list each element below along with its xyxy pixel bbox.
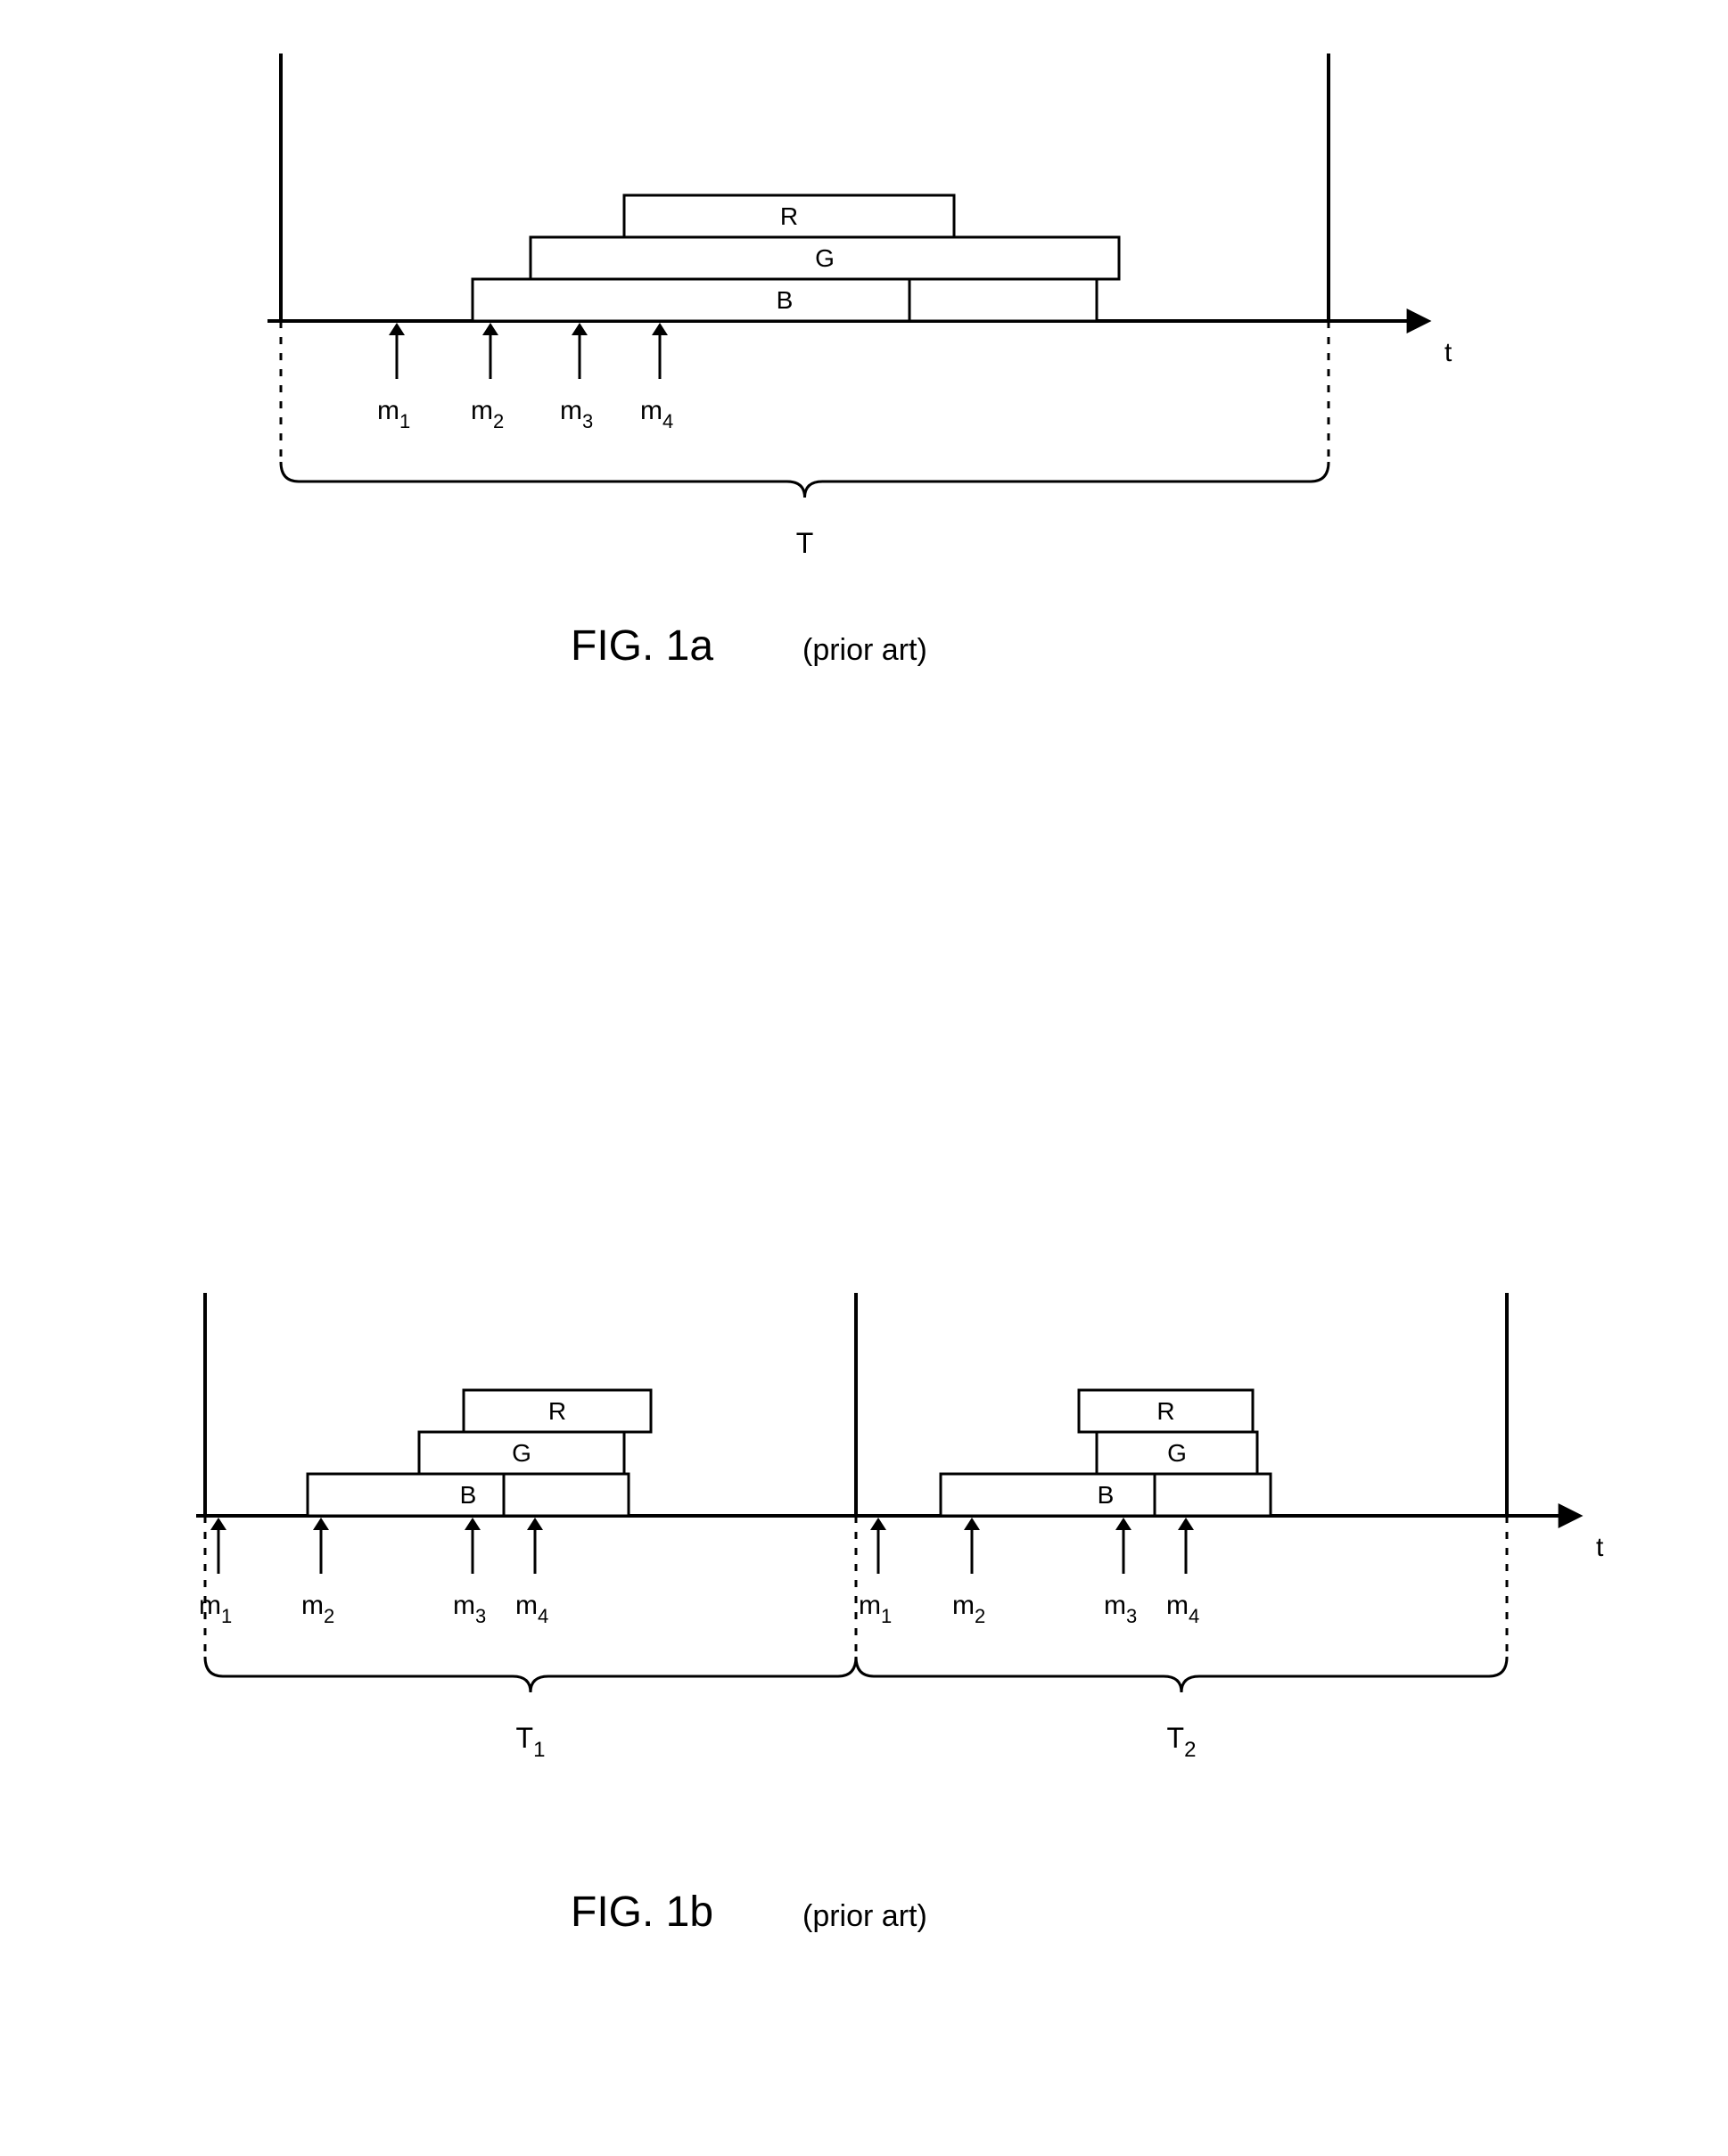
timing-bar-label: G (815, 244, 835, 272)
marker-arrowhead (465, 1518, 481, 1530)
marker-arrowhead (1115, 1518, 1131, 1530)
marker-label: m3 (560, 396, 593, 432)
period-label: T (796, 527, 814, 559)
marker-arrowhead (527, 1518, 543, 1530)
marker-label: m1 (199, 1591, 232, 1627)
period-label: T1 (516, 1722, 546, 1762)
marker-arrowhead (482, 323, 498, 335)
timing-bar-label: R (1156, 1397, 1174, 1425)
marker-label: m4 (1166, 1591, 1199, 1627)
axis-label-t: t (1596, 1533, 1604, 1562)
figure-note: (prior art) (802, 1899, 927, 1933)
timing-bar-label: R (548, 1397, 566, 1425)
marker-label: m2 (952, 1591, 985, 1627)
timing-bar-label: B (460, 1481, 477, 1509)
marker-arrowhead (389, 323, 405, 335)
timing-bar-label: B (1098, 1481, 1115, 1509)
marker-arrowhead (1178, 1518, 1194, 1530)
figure-title: FIG. 1b (571, 1889, 713, 1936)
marker-arrowhead (572, 323, 588, 335)
marker-arrowhead (964, 1518, 980, 1530)
figure-title: FIG. 1a (571, 622, 713, 670)
period-brace (205, 1657, 856, 1692)
marker-label: m3 (1104, 1591, 1137, 1627)
marker-label: m4 (640, 396, 673, 432)
marker-label: m1 (377, 396, 410, 432)
marker-arrowhead (210, 1518, 226, 1530)
marker-arrowhead (313, 1518, 329, 1530)
period-brace (281, 462, 1329, 498)
axis-label-t: t (1444, 338, 1452, 367)
marker-label: m2 (301, 1591, 334, 1627)
timing-bar-label: G (512, 1439, 531, 1467)
figure-canvas: tBGRm1m2m3m4TFIG. 1a(prior art)tBGRBGRm1… (0, 0, 1728, 2156)
marker-label: m1 (859, 1591, 892, 1627)
marker-label: m3 (453, 1591, 486, 1627)
period-brace (856, 1657, 1507, 1692)
marker-label: m2 (471, 396, 504, 432)
timing-bar-label: R (780, 202, 798, 230)
timing-bar-label: G (1167, 1439, 1187, 1467)
period-label: T2 (1167, 1722, 1197, 1762)
marker-label: m4 (515, 1591, 548, 1627)
timing-bar-label: B (777, 286, 794, 314)
marker-arrowhead (652, 323, 668, 335)
figure-note: (prior art) (802, 633, 927, 667)
marker-arrowhead (870, 1518, 886, 1530)
